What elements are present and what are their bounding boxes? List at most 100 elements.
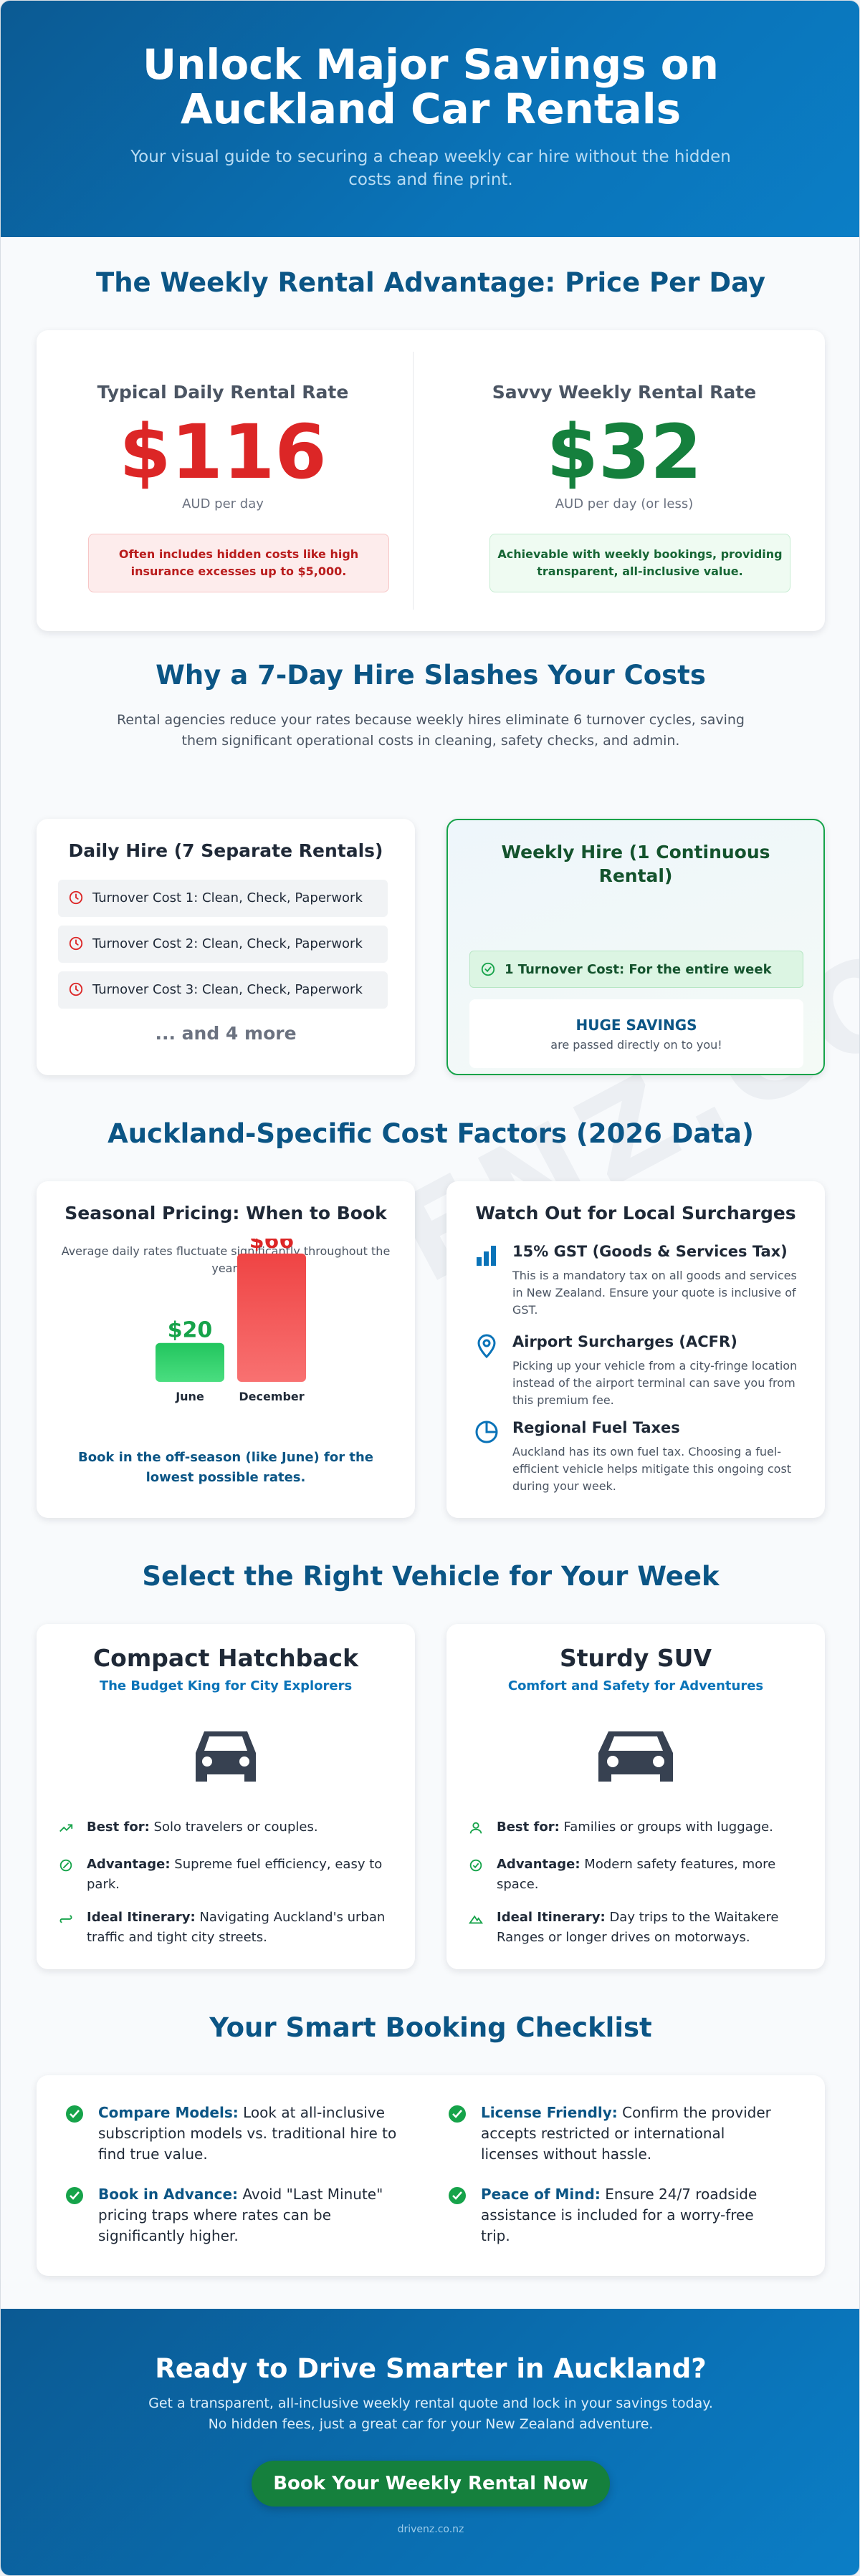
clock-icon [69, 890, 83, 905]
seasonal-note: Book in the off-season (like June) for t… [77, 1450, 373, 1485]
weekly-hire-card: Weekly Hire (1 Continuous Rental) 1 Turn… [446, 819, 825, 1075]
checklist-label: Book in Advance: [98, 2186, 239, 2203]
surcharges-title: Watch Out for Local Surcharges [475, 1203, 796, 1224]
turnover-label: Turnover Cost 1: Clean, Check, Paperwork [92, 890, 363, 905]
shield-check-icon [469, 1859, 482, 1872]
weekly-turnover-label: 1 Turnover Cost: For the entire week [505, 962, 772, 977]
checklist-text: Confirm the provider accepts restricted … [481, 2104, 771, 2163]
savings-title: HUGE SAVINGS [575, 1017, 697, 1034]
weekly-rate-value: $32 [546, 408, 702, 496]
checklist-text: Avoid "Last Minute" pricing traps where … [98, 2186, 383, 2244]
feature-text: Modern safety features, more space. [497, 1857, 776, 1892]
feature-label: Best for: [87, 1820, 150, 1835]
weekly-rate-note: Achievable with weekly bookings, providi… [489, 534, 790, 592]
vehicle-card-hatchback: Compact Hatchback The Budget King for Ci… [37, 1624, 415, 1969]
daily-rate-unit: AUD per day [182, 496, 264, 511]
surcharge-desc: Auckland has its own fuel tax. Choosing … [512, 1445, 792, 1493]
check-circle-icon [66, 2187, 83, 2204]
book-weekly-rental-button[interactable]: Book Your Weekly Rental Now [252, 2461, 610, 2507]
clock-icon [69, 936, 83, 951]
seasonal-title: Seasonal Pricing: When to Book [64, 1203, 387, 1224]
vehicle-feature: Best for: Solo travelers or couples. [58, 1817, 402, 1837]
checklist-item: License Friendly: Confirm the provider a… [448, 2102, 785, 2165]
bar-december [237, 1253, 306, 1382]
feature-label: Best for: [497, 1820, 560, 1835]
vehicle-title: Sturdy SUV [559, 1644, 712, 1672]
vehicle-feature: Ideal Itinerary: Navigating Auckland's u… [58, 1908, 402, 1948]
checklist-item: Peace of Mind: Ensure 24/7 roadside assi… [448, 2184, 785, 2246]
advantage-title: The Weekly Rental Advantage: Price Per D… [95, 267, 766, 298]
bar-value-label: $20 [168, 1318, 213, 1343]
check-circle-icon [449, 2187, 466, 2204]
rates-divider [413, 352, 414, 610]
feature-label: Ideal Itinerary: [497, 1910, 606, 1925]
feature-label: Ideal Itinerary: [87, 1910, 196, 1925]
more-turnovers: ... and 4 more [155, 1023, 297, 1044]
checklist-text: Ensure 24/7 roadside assistance is inclu… [481, 2186, 758, 2244]
turnover-label: Turnover Cost 2: Clean, Check, Paperwork [92, 936, 363, 951]
why-subtitle: Rental agencies reduce your rates becaus… [117, 712, 745, 749]
vehicle-card-suv: Sturdy SUV Comfort and Safety for Advent… [446, 1624, 825, 1969]
bar-category-label: June [175, 1390, 204, 1403]
turnover-item: Turnover Cost 1: Clean, Check, Paperwork [58, 880, 388, 917]
seasonal-bar-chart: $20 June $66 December [156, 1239, 306, 1403]
weekly-rate-label: Savvy Weekly Rental Rate [492, 382, 757, 403]
vehicle-feature: Advantage: Modern safety features, more … [468, 1855, 812, 1895]
route-icon [59, 1915, 72, 1923]
trend-up-icon [59, 1824, 73, 1832]
checklist-label: License Friendly: [481, 2104, 618, 2121]
daily-rate-note: Often includes hidden costs like high in… [88, 534, 389, 592]
car-icon [598, 1731, 673, 1782]
footer-subtitle: Get a transparent, all-inclusive weekly … [148, 2395, 713, 2432]
hero-banner: Unlock Major Savings on Auckland Car Ren… [1, 1, 859, 237]
footer-site-link[interactable]: drivenz.co.nz [397, 2524, 464, 2535]
check-circle-icon [449, 2105, 466, 2123]
surcharge-desc: Picking up your vehicle from a city-frin… [512, 1359, 798, 1407]
vehicle-feature: Ideal Itinerary: Day trips to the Waitak… [468, 1908, 812, 1948]
savings-subtitle: are passed directly on to you! [550, 1038, 722, 1052]
vehicle-subtitle: Comfort and Safety for Adventures [507, 1678, 764, 1693]
checklist-title: Your Smart Booking Checklist [209, 2012, 652, 2043]
footer-banner: Ready to Drive Smarter in Auckland? Get … [1, 2309, 859, 2575]
checklist-label: Peace of Mind: [481, 2186, 601, 2203]
users-icon [469, 1822, 482, 1834]
checklist-card: Compare Models: Look at all-inclusive su… [37, 2075, 825, 2276]
daily-hire-card: Daily Hire (7 Separate Rentals) Turnover… [37, 819, 415, 1075]
clock-icon [69, 982, 83, 996]
feature-text: Solo travelers or couples. [153, 1820, 318, 1835]
rates-card: Typical Daily Rental Rate $116 AUD per d… [37, 330, 825, 631]
feature-text: Day trips to the Waitakere Ranges or lon… [497, 1910, 779, 1945]
vehicle-title: Compact Hatchback [92, 1644, 359, 1672]
checklist-item: Book in Advance: Avoid "Last Minute" pri… [65, 2184, 402, 2246]
feature-label: Advantage: [87, 1857, 171, 1872]
pie-chart-icon [475, 1421, 498, 1443]
checklist-label: Compare Models: [98, 2104, 239, 2121]
vehicle-feature: Advantage: Supreme fuel efficiency, easy… [58, 1855, 402, 1895]
savings-box: HUGE SAVINGS are passed directly on to y… [469, 999, 803, 1068]
bar-june [156, 1342, 224, 1382]
weekly-hire-title: Weekly Hire (1 Continuous Rental) [501, 842, 770, 886]
checklist-text: Look at all-inclusive subscription model… [98, 2104, 397, 2163]
mountain-icon [468, 1915, 484, 1924]
hero-subtitle: Your visual guide to securing a cheap we… [130, 148, 731, 189]
feature-label: Advantage: [497, 1857, 580, 1872]
bar-category-label: December [239, 1390, 304, 1403]
hero-title: Unlock Major Savings on Auckland Car Ren… [143, 40, 719, 133]
surcharges-card: Watch Out for Local Surcharges 15% GST (… [446, 1181, 825, 1518]
daily-rate-value: $116 [119, 408, 327, 496]
leaf-icon [59, 1859, 72, 1872]
surcharge-title: Airport Surcharges (ACFR) [512, 1333, 737, 1350]
footer-title: Ready to Drive Smarter in Auckland? [155, 2353, 707, 2384]
why-title: Why a 7-Day Hire Slashes Your Costs [156, 660, 706, 691]
bar-value-label: $66 [249, 1239, 295, 1254]
bar-chart-icon [477, 1246, 496, 1266]
turnover-label: Turnover Cost 3: Clean, Check, Paperwork [92, 982, 363, 997]
surcharge-desc: This is a mandatory tax on all goods and… [512, 1269, 797, 1317]
feature-text: Navigating Auckland's urban traffic and … [87, 1910, 386, 1945]
weekly-turnover: 1 Turnover Cost: For the entire week [469, 951, 803, 988]
weekly-rate-unit: AUD per day (or less) [555, 496, 694, 511]
feature-text: Families or groups with luggage. [563, 1820, 773, 1835]
feature-text: Supreme fuel efficiency, easy to park. [87, 1857, 383, 1892]
factors-title: Auckland-Specific Cost Factors (2026 Dat… [108, 1118, 754, 1149]
